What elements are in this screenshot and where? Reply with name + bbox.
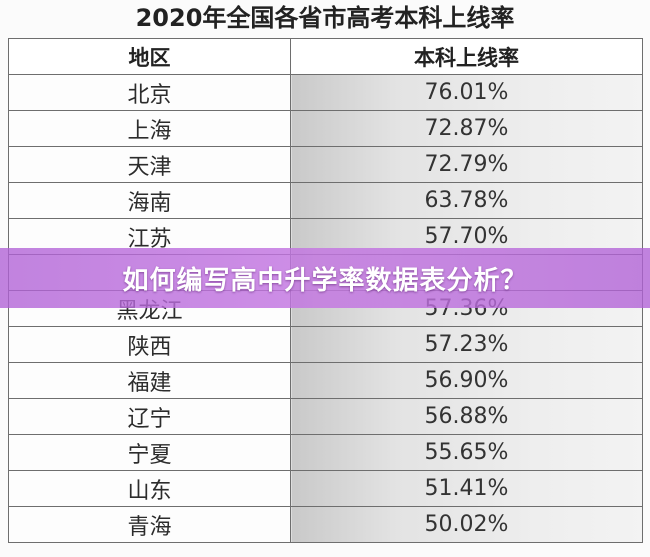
table-row: 福建 56.90% (8, 362, 643, 399)
column-header-rate: 本科上线率 (290, 38, 643, 75)
region-cell: 上海 (8, 110, 291, 147)
region-cell: 北京 (8, 74, 291, 111)
region-cell: 福建 (8, 362, 291, 399)
table-header-row: 地区 本科上线率 (8, 38, 643, 75)
region-cell: 宁夏 (8, 434, 291, 471)
banner-headline: 如何编写高中升学率数据表分析？ (122, 265, 528, 296)
region-cell: 辽宁 (8, 398, 291, 435)
table-title: 2020年全国各省市高考本科上线率 (135, 4, 515, 32)
table-row: 宁夏 55.65% (8, 434, 643, 471)
rate-cell: 76.01% (290, 74, 643, 111)
table-row: 辽宁 56.88% (8, 398, 643, 435)
table-row: 青海 50.02% (8, 506, 643, 543)
column-header-region: 地区 (8, 38, 291, 75)
rate-cell: 50.02% (290, 506, 643, 543)
table-row: 山东 51.41% (8, 470, 643, 507)
rate-cell: 56.88% (290, 398, 643, 435)
rate-cell: 72.79% (290, 146, 643, 183)
region-cell: 海南 (8, 182, 291, 219)
region-cell: 天津 (8, 146, 291, 183)
table-row: 北京 76.01% (8, 74, 643, 111)
region-cell: 山东 (8, 470, 291, 507)
table-row: 天津 72.79% (8, 146, 643, 183)
table-row: 上海 72.87% (8, 110, 643, 147)
rate-cell: 57.23% (290, 326, 643, 363)
rate-cell: 72.87% (290, 110, 643, 147)
rate-cell: 55.65% (290, 434, 643, 471)
table-row: 海南 63.78% (8, 182, 643, 219)
region-cell: 青海 (8, 506, 291, 543)
region-cell: 陕西 (8, 326, 291, 363)
rate-cell: 56.90% (290, 362, 643, 399)
table-row: 陕西 57.23% (8, 326, 643, 363)
title-banner: 如何编写高中升学率数据表分析？ (0, 248, 650, 308)
rate-cell: 63.78% (290, 182, 643, 219)
rate-cell: 51.41% (290, 470, 643, 507)
